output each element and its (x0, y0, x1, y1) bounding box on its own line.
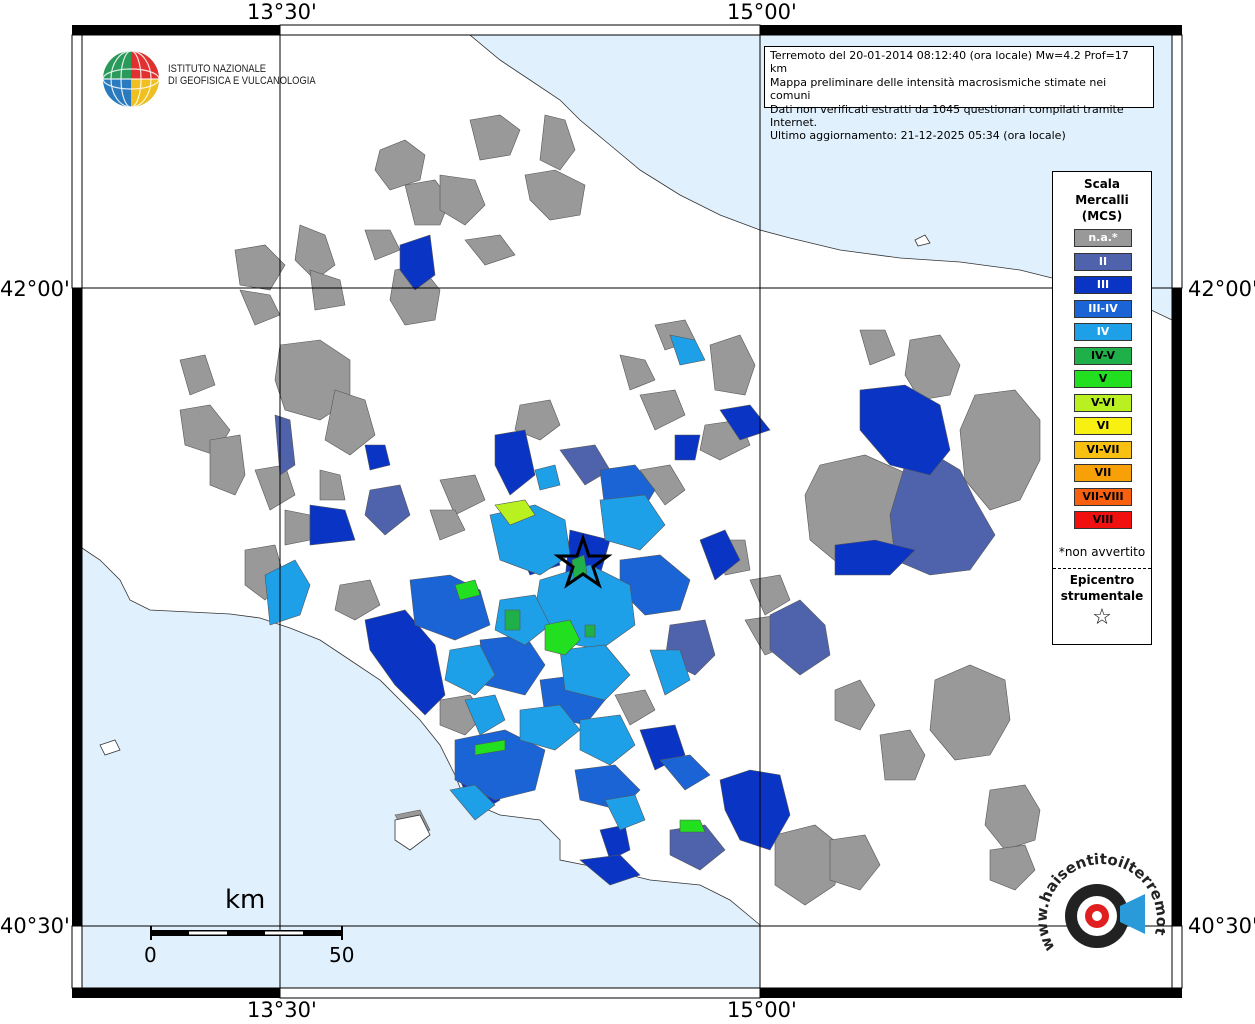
legend-swatch: IV (1074, 323, 1132, 341)
left-upper-latitude: 42°00' (0, 277, 70, 301)
haisentito-badge: www.haisentitoilterremoto.it (1030, 824, 1171, 978)
bottom-left-longitude: 13°30' (247, 998, 317, 1022)
legend-swatch: VII-VIII (1074, 487, 1132, 506)
right-lower-latitude: 40°30' (1188, 914, 1255, 938)
legend-title-mercalli: Mercalli (1075, 193, 1129, 207)
legend-epicentro: Epicentro (1069, 573, 1135, 587)
event-info-line4: Ultimo aggiornamento: 21-12-2025 05:34 (… (770, 129, 1066, 143)
legend-swatch: VI (1074, 417, 1132, 435)
event-info-box: Terremoto del 20-01-2014 08:12:40 (ora l… (764, 46, 1154, 142)
intensity-iv (264, 334, 706, 831)
island-tremiti (914, 234, 931, 247)
frame-border (72, 25, 1182, 998)
intensity-iii (309, 234, 951, 886)
na-municipalities (179, 114, 1041, 906)
legend-swatch: VI-VII (1074, 440, 1132, 459)
ingv-logo: ISTITUTO NAZIONALE DI GEOFISICA E VULCAN… (100, 48, 320, 110)
legend-swatch: n.a.* (1074, 229, 1132, 247)
intensity-iv-v (504, 554, 596, 638)
globe-icon (102, 50, 160, 108)
intensity-v (454, 579, 706, 833)
logo-line1: ISTITUTO NAZIONALE (168, 63, 267, 75)
legend-swatch: IV-V (1074, 346, 1132, 365)
island-capri (394, 814, 431, 851)
legend-swatch: III (1074, 276, 1132, 294)
legend-swatch: V (1074, 370, 1132, 388)
legend-swatch: V-VI (1074, 393, 1132, 412)
island-ponza (99, 739, 121, 756)
legend-swatch: VII (1074, 464, 1132, 482)
legend-star-icon: ☆ (1092, 605, 1112, 630)
top-right-longitude: 15°00' (727, 0, 797, 24)
legend-title-scala: Scala (1083, 177, 1121, 191)
right-upper-latitude: 42°00' (1188, 277, 1255, 301)
left-lower-latitude: 40°30' (0, 914, 70, 938)
event-info-line1: Terremoto del 20-01-2014 08:12:40 (ora l… (770, 49, 1129, 76)
legend-swatch: III-IV (1074, 299, 1132, 318)
legend-note: *non avvertito (1058, 545, 1146, 559)
legend-swatch: VIII (1074, 511, 1132, 529)
legend-strumentale: strumentale (1060, 589, 1144, 603)
legend-title-mcs: (MCS) (1081, 209, 1123, 223)
scale-start: 0 (144, 943, 157, 967)
intensity-v-vi (494, 499, 536, 526)
logo-line2: DI GEOFISICA E VULCANOLOGIA (168, 75, 316, 87)
intensity-ii (274, 414, 996, 871)
top-left-longitude: 13°30' (247, 0, 317, 24)
mcs-legend: Scala Mercalli (MCS) n.a.* II III III-IV IV I… (1052, 171, 1152, 645)
scale-unit: km (225, 885, 266, 915)
scale-end: 50 (329, 943, 355, 967)
bottom-right-longitude: 15°00' (727, 998, 797, 1022)
tyrrhenian-sea (81, 547, 761, 989)
scale-bar (150, 926, 343, 940)
epicenter-star (553, 533, 613, 589)
event-info-line2: Mappa preliminare delle intensità macros… (770, 75, 1107, 103)
legend-separator (1053, 568, 1151, 569)
event-info-line3: Dati non verificati estratti da 1045 que… (770, 102, 1124, 130)
legend-swatch: II (1074, 252, 1132, 271)
